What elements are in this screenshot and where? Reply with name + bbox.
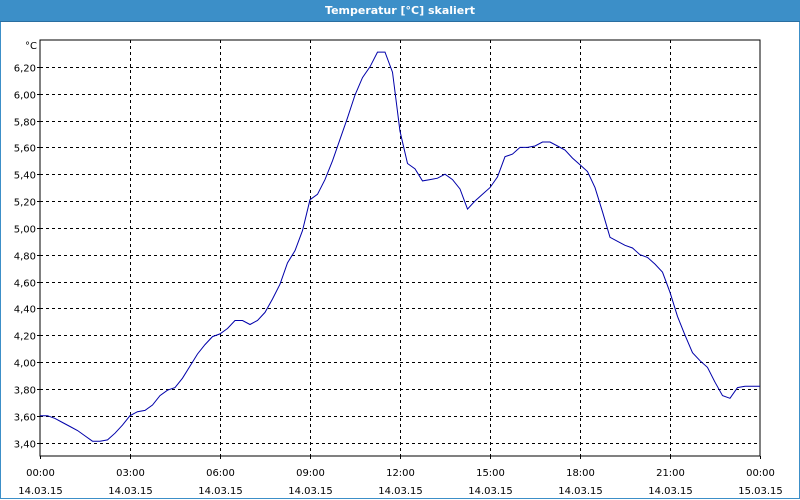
y-tick-label: 4,80 (14, 252, 36, 263)
x-tick-time-label: 03:00 (116, 468, 145, 479)
y-axis-unit-label: °C (25, 41, 37, 52)
x-axis-ticks: 00:00 14.03.15 03:00 14.03.15 06:00 14.03.15 0… (18, 456, 783, 497)
x-tick-time-label: 12:00 (386, 468, 415, 479)
y-tick-label: 6,00 (14, 91, 36, 102)
y-tick-label: 4,40 (14, 305, 36, 316)
y-tick-label: 5,60 (14, 144, 36, 155)
y-tick-label: 4,60 (14, 279, 36, 290)
y-tick-label: 4,20 (14, 332, 36, 343)
plot-area (39, 39, 761, 457)
grid-lines (40, 40, 760, 456)
y-tick-label: 6,20 (14, 64, 36, 75)
y-tick-label: 5,00 (14, 225, 36, 236)
x-tick-time-label: 06:00 (206, 468, 235, 479)
x-tick-date-label: 14.03.15 (378, 486, 423, 497)
x-tick-time-label: 00:00 (26, 468, 55, 479)
y-tick-label: 3,60 (14, 413, 36, 424)
x-tick-time-label: 15:00 (476, 468, 505, 479)
x-tick-date-label: 14.03.15 (108, 486, 153, 497)
temperature-series-line (40, 51, 760, 442)
y-tick-label: 3,80 (14, 386, 36, 397)
y-tick-label: 5,80 (14, 118, 36, 129)
x-tick-date-label: 15.03.15 (738, 486, 783, 497)
x-tick-date-label: 14.03.15 (288, 486, 333, 497)
x-tick-date-label: 14.03.15 (468, 486, 513, 497)
x-tick-date-label: 14.03.15 (558, 486, 603, 497)
y-tick-label: 3,40 (14, 440, 36, 451)
x-tick-time-label: 09:00 (296, 468, 325, 479)
x-tick-date-label: 14.03.15 (198, 486, 243, 497)
chart-window-title: Temperatur [°C] skaliert (0, 0, 800, 22)
y-tick-label: 4,00 (14, 359, 36, 370)
x-tick-date-label: 14.03.15 (648, 486, 693, 497)
x-tick-time-label: 21:00 (656, 468, 685, 479)
y-tick-label: 5,40 (14, 171, 36, 182)
x-tick-date-label: 14.03.15 (18, 486, 63, 497)
y-tick-label: 5,20 (14, 198, 36, 209)
x-tick-time-label: 00:00 (746, 468, 775, 479)
x-tick-time-label: 18:00 (566, 468, 595, 479)
y-axis-ticks: 3,40 3,60 3,80 4,00 4,20 4,40 4,60 4,80 5,00 5,20… (14, 64, 40, 451)
